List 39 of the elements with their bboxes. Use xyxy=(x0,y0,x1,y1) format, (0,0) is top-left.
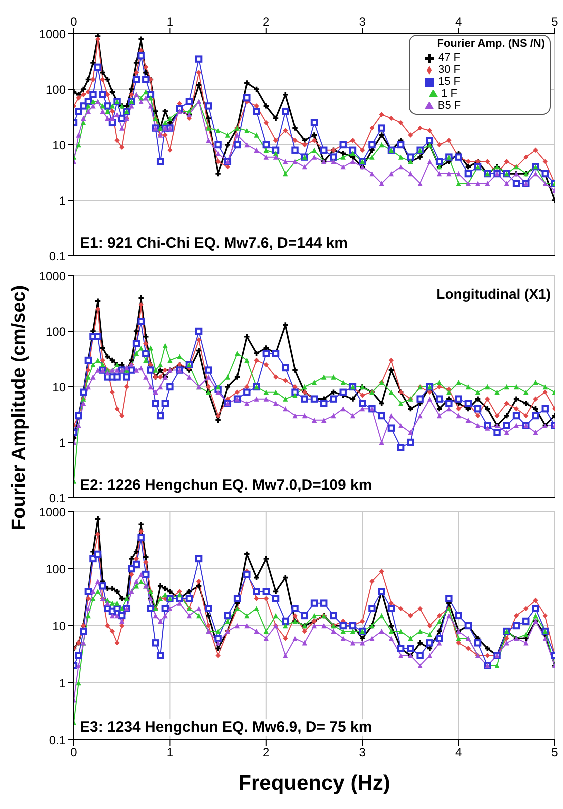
y-axis-title: Fourier Amplitude (cm/sec) xyxy=(9,285,31,531)
y-tick-label: 1000 xyxy=(39,505,66,520)
legend-label: 47 F xyxy=(438,52,460,64)
y-tick-label: 100 xyxy=(46,562,66,576)
x2-tick-label: 4 xyxy=(455,15,462,29)
y-tick-label: 10 xyxy=(52,138,66,152)
y-tick-label: 0.1 xyxy=(49,733,66,748)
x2-tick-label: 3 xyxy=(359,15,366,29)
y-tick-label: 1000 xyxy=(39,27,66,42)
legend-title: Fourier Amp. (NS /N) xyxy=(437,38,545,50)
x-tick-label: 1 xyxy=(166,746,174,760)
legend-label: B5 F xyxy=(438,100,462,112)
annotation: Longitudinal (X1) xyxy=(436,286,551,302)
text: E2: 1226 Hengchun EQ. Mw7.0,D=109 km xyxy=(80,477,372,494)
x2-tick-label: 2 xyxy=(263,15,270,29)
x-tick-label: 5 xyxy=(552,746,559,760)
x-axis-title: Frequency (Hz) xyxy=(238,772,390,795)
x2-tick-label: 0 xyxy=(70,15,78,29)
y-tick-label: 0.1 xyxy=(49,249,66,264)
text: E3: 1234 Hengchun EQ. Mw6.9, D= 75 km xyxy=(80,719,372,736)
y-tick-label: 100 xyxy=(46,324,66,339)
y-tick-label: 1000 xyxy=(39,269,66,284)
legend-label: 30 F xyxy=(438,64,460,76)
x2-tick-label: 5 xyxy=(552,15,559,29)
legend-label: 1 F xyxy=(442,88,458,100)
y-tick-label: 1 xyxy=(59,676,66,690)
x2-tick-label: 1 xyxy=(166,15,174,29)
y-tick-label: 10 xyxy=(52,619,66,634)
x-tick-label: 2 xyxy=(263,746,270,760)
x-tick-label: 0 xyxy=(70,746,78,760)
text: E1: 921 Chi-Chi EQ. Mw7.6, D=144 km xyxy=(80,235,348,252)
y-tick-label: 10 xyxy=(52,380,66,394)
y-tick-label: 1 xyxy=(59,436,66,450)
x-tick-label: 4 xyxy=(455,746,462,760)
legend-label: 15 F xyxy=(438,76,460,88)
y-tick-label: 1 xyxy=(59,194,66,208)
y-tick-label: 100 xyxy=(46,82,66,97)
x-tick-label: 3 xyxy=(359,746,366,760)
y-tick-label: 0.1 xyxy=(49,491,66,506)
